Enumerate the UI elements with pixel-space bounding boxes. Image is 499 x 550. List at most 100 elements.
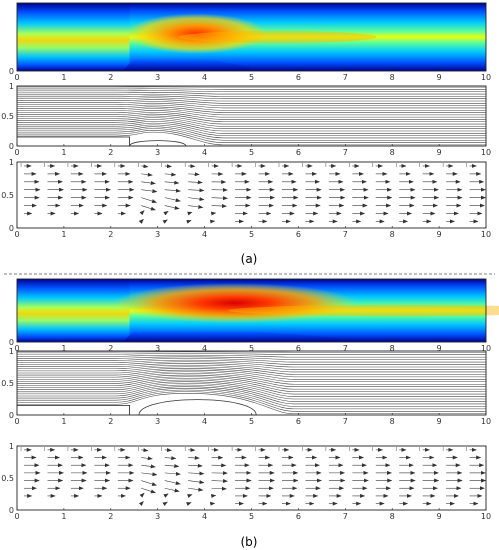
panel-b-stream-streamline	[17, 376, 486, 390]
panel-a-vector-velocity-arrow	[188, 188, 205, 193]
panel-b-vector-ytick-label: 0.5	[1, 474, 14, 483]
panel-a-vector-ytick-label: 0	[9, 224, 14, 233]
panel-a-stream-xtick-label: 9	[437, 148, 442, 157]
panel-b-vector-velocity-arrow	[141, 480, 157, 486]
panel-a-heatmap-xtick-label: 0	[14, 73, 19, 82]
panel-b-stream-xtick-label: 0	[14, 417, 19, 426]
panel-a-vector-velocity-arrow	[211, 196, 229, 201]
panel-a-heatmap-xtick-label: 9	[437, 73, 442, 82]
panel-a-vector-axes-frame	[16, 161, 487, 229]
panel-b-vector-velocity-arrow	[141, 464, 156, 469]
panel-b-vector-velocity-arrow	[186, 502, 192, 506]
panel-a-stream-ytick-label: 0.5	[1, 112, 14, 121]
panel-a-stream-xtick-label: 4	[202, 148, 207, 157]
panel-a-vector-xtick-label: 4	[202, 230, 207, 239]
panel-a-heatmap-xtick-label: 6	[296, 73, 301, 82]
panel-a-vector-velocity-arrow	[188, 197, 205, 202]
panel-a-stream-streamline	[17, 113, 486, 123]
panel-a-stream-streamline	[17, 115, 486, 125]
panel-b-vector-xtick-label: 3	[155, 512, 160, 521]
panel-b-heatmap-xtick-label: 0	[14, 344, 19, 353]
panel-b-stream-streamline	[17, 359, 486, 365]
panel-a-vector-velocity-arrow	[187, 211, 193, 216]
panel-a-vector-xtick-label: 8	[390, 230, 395, 239]
panel-a-vector-velocity-arrow	[163, 211, 169, 216]
panel-a-vector-velocity-arrow	[164, 197, 181, 203]
panel-b-vector-velocity-arrow	[141, 487, 156, 494]
panel-a-stream-xtick-label: 2	[108, 148, 113, 157]
panel-a-velocity-contour: 0 1 2 3 4 5 6 7 8 9 10 0	[9, 2, 491, 82]
panel-b-vector-xtick-label: 7	[343, 512, 348, 521]
panel-a-stream-streamline	[17, 99, 486, 104]
panel-a-vector-velocity-arrow	[188, 180, 203, 185]
panel-b-vector-velocity-arrow	[164, 480, 181, 485]
panel-b-vector-xtick-label: 0	[14, 512, 19, 521]
panel-b-stream-streamline	[17, 393, 486, 415]
panel-b-stream-streamline	[17, 363, 486, 370]
panel-b-stream-xtick-label: 9	[437, 417, 442, 426]
panel-b-vector-xtick-label: 8	[390, 512, 395, 521]
panel-b-heatmap-xtick-label: 9	[437, 344, 442, 353]
panel-a-vector-xtick-label: 3	[155, 230, 160, 239]
panel-a-vector-velocity-arrow	[188, 204, 204, 209]
panel-b-heatmap-ytick-label: 0	[9, 338, 14, 347]
panel-b-vector-velocity-arrow	[141, 456, 153, 461]
caption-a: (a)	[241, 252, 258, 266]
panel-b-heatmap-xtick-label: 4	[202, 344, 207, 353]
panel-a-heatmap-axes-frame	[16, 2, 487, 72]
panel-b-stream-xtick-label: 6	[296, 417, 301, 426]
panel-a-stream-xtick-label: 6	[296, 148, 301, 157]
panel-b-vector-velocity-arrow	[164, 471, 181, 476]
panel-b-heatmap-core-jet	[228, 304, 499, 317]
panel-a-stream-streamline	[17, 111, 486, 120]
panel-a-heatmap-xtick-label: 3	[155, 73, 160, 82]
panel-a-streamlines: 0 1 2 3 4 5 6 7 8 9 10 0 0.5 1	[1, 82, 491, 157]
panel-b-stream-streamline	[17, 369, 486, 380]
panel-b-heatmap-xtick-label: 10	[481, 344, 491, 353]
panel-a-heatmap-inlet-core	[17, 3, 130, 71]
panel-b-velocity-contour: 0 1 2 3 4 5 6 7 8 9 100	[9, 278, 499, 353]
panel-b-stream-xtick-label: 7	[343, 417, 348, 426]
panel-a-vector-xtick-label: 7	[343, 230, 348, 239]
panel-a-stream-xtick-label: 0	[14, 148, 19, 157]
panel-a-stream-ytick-label: 0	[9, 142, 14, 151]
panel-b-vector-velocity-arrow	[163, 493, 169, 498]
panel-a-stream-streamline	[17, 130, 486, 143]
panel-b-stream-step-block	[17, 405, 130, 415]
panel-a-heatmap-xtick-label: 5	[249, 73, 254, 82]
panel-b-stream-xtick-label: 8	[390, 417, 395, 426]
panel-b-vector-xtick-label: 5	[249, 512, 254, 521]
panel-b-vector-xtick-label: 2	[108, 512, 113, 521]
panel-a-vector-velocity-arrow	[164, 205, 180, 210]
panel-b-stream-recirculation-bubble	[138, 399, 257, 416]
panel-b-stream-streamline	[17, 371, 486, 383]
panel-b-vector-axes-frame	[16, 445, 487, 511]
panel-a-vector-velocity-arrow	[164, 164, 172, 169]
panel-a-vector-velocity-arrow	[186, 219, 192, 224]
panel-a-vector-velocity-arrow	[139, 210, 145, 216]
panel-a-stream-streamline	[17, 93, 486, 97]
panel-b-heatmap-recirculation-zone	[123, 325, 342, 342]
panel-b-stream-streamline	[17, 356, 486, 360]
panel-b-stream-streamline	[17, 373, 486, 385]
panel-b-vector-velocity-arrow	[164, 487, 180, 493]
panel-b-heatmap-xtick-label: 6	[296, 344, 301, 353]
panel-a-vector-xtick-label: 0	[14, 230, 19, 239]
panel-b-vector-velocity-arrow	[211, 486, 227, 491]
panel-a-vector-ytick-label: 1	[9, 158, 14, 167]
panel-b-stream-streamline	[17, 384, 486, 402]
panel-a-vector-velocity-arrow	[141, 205, 156, 211]
panel-b-vector-xtick-label: 10	[481, 512, 491, 521]
panel-b-stream-step-wall	[17, 405, 130, 415]
panel-b-stream-xtick-label: 3	[155, 417, 160, 426]
panel-b-stream-streamline	[17, 353, 486, 355]
panel-b-stream-streamline	[17, 381, 486, 397]
panel-b-heatmap-xtick-label: 1	[61, 344, 66, 353]
panel-a-stream-streamline	[17, 122, 486, 134]
panel-a-vector-xtick-label: 6	[296, 230, 301, 239]
panel-a-stream-streamline	[17, 97, 486, 102]
panel-b-vector-velocity-arrow	[138, 501, 144, 507]
panel-b-vector-ytick-label: 1	[9, 442, 14, 451]
